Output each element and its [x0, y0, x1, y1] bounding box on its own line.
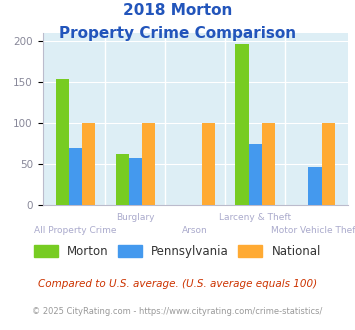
Text: 2018 Morton: 2018 Morton	[123, 3, 232, 18]
Bar	[235, 44, 248, 205]
Text: Compared to U.S. average. (U.S. average equals 100): Compared to U.S. average. (U.S. average …	[38, 279, 317, 289]
Legend: Morton, Pennsylvania, National: Morton, Pennsylvania, National	[29, 240, 326, 263]
Bar	[248, 144, 262, 205]
Text: Motor Vehicle Theft: Motor Vehicle Theft	[271, 226, 355, 235]
Bar	[82, 123, 95, 205]
Bar	[129, 158, 142, 205]
Text: All Property Crime: All Property Crime	[34, 226, 117, 235]
Bar	[69, 148, 82, 205]
Bar	[116, 154, 129, 205]
Text: Burglary: Burglary	[116, 213, 155, 222]
Text: Property Crime Comparison: Property Crime Comparison	[59, 26, 296, 41]
Text: Larceny & Theft: Larceny & Theft	[219, 213, 291, 222]
Bar	[142, 123, 155, 205]
Bar	[262, 123, 275, 205]
Bar	[308, 167, 322, 205]
Bar	[56, 79, 69, 205]
Bar	[322, 123, 335, 205]
Text: © 2025 CityRating.com - https://www.cityrating.com/crime-statistics/: © 2025 CityRating.com - https://www.city…	[32, 307, 323, 316]
Bar	[202, 123, 215, 205]
Text: Arson: Arson	[182, 226, 208, 235]
